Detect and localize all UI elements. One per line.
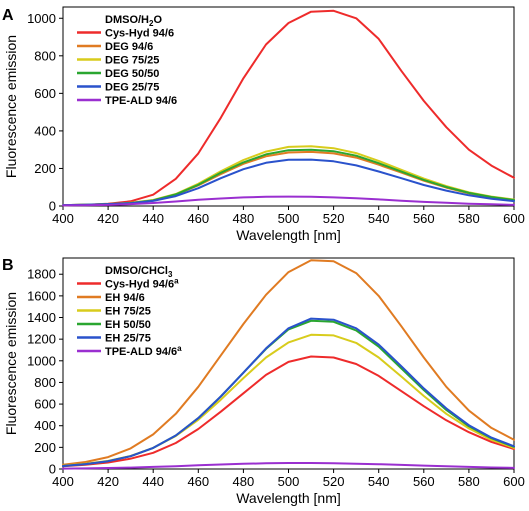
chart-panel-b: B 400 420 440 460 480 500 520 540 560 580 600 0 200 40… [2, 257, 525, 506]
series-line-4 [62, 158, 515, 207]
series-line-1 [62, 259, 515, 466]
chart-panel-a: A 400 420 440 460 480 500 520 540 560 580 600 0 200 40… [2, 6, 525, 243]
legend-label: Cys-Hyd 94/6a [105, 277, 179, 291]
y-tick-label: 600 [34, 397, 56, 412]
x-tick-label: 600 [503, 474, 525, 489]
y-tick-label: 400 [34, 123, 56, 138]
legend-label: DEG 50/50 [105, 68, 159, 80]
panel-label: A [2, 7, 14, 24]
x-tick-label: 580 [458, 211, 480, 226]
legend-label: DEG 25/75 [105, 82, 159, 94]
y-tick-label: 1000 [27, 11, 56, 26]
x-tick-label: 440 [142, 211, 164, 226]
y-axis-title: Fluorescence emission [3, 292, 19, 435]
x-tick-label: 580 [458, 474, 480, 489]
legend-label: EH 25/75 [105, 333, 151, 345]
y-tick-label: 0 [49, 462, 56, 477]
y-tick-label: 400 [34, 418, 56, 433]
y-tick-label: 600 [34, 86, 56, 101]
y-tick-label: 1200 [27, 332, 56, 347]
x-tick-label: 500 [278, 474, 300, 489]
y-tick-label: 1400 [27, 310, 56, 325]
y-tick-label: 1600 [27, 288, 56, 303]
x-tick-label: 560 [413, 474, 435, 489]
x-tick-label: 560 [413, 211, 435, 226]
legend-label: TPE-ALD 94/6 [105, 95, 177, 107]
legend-label: EH 50/50 [105, 319, 151, 331]
x-tick-label: 520 [323, 474, 345, 489]
y-tick-label: 200 [34, 440, 56, 455]
y-tick-label: 0 [49, 199, 56, 214]
legend-label: TPE-ALD 94/6a [105, 344, 182, 358]
x-tick-label: 400 [52, 211, 74, 226]
legend-title: DMSO/H2O [105, 14, 162, 28]
legend-label: Cys-Hyd 94/6 [105, 28, 174, 40]
x-axis-title: Wavelength [nm] [236, 490, 341, 506]
x-tick-label: 420 [97, 474, 119, 489]
x-tick-label: 480 [233, 474, 255, 489]
y-tick-label: 200 [34, 161, 56, 176]
series-line-4 [62, 317, 515, 467]
x-tick-label: 600 [503, 211, 525, 226]
series-line-0 [62, 355, 515, 468]
x-tick-label: 460 [187, 211, 209, 226]
x-tick-label: 400 [52, 474, 74, 489]
x-tick-label: 420 [97, 211, 119, 226]
y-tick-label: 1800 [27, 267, 56, 282]
y-tick-label: 800 [34, 375, 56, 390]
series-line-5 [62, 462, 515, 470]
legend-label: DEG 75/25 [105, 55, 159, 67]
x-tick-label: 440 [142, 474, 164, 489]
series-line-0 [62, 9, 515, 207]
legend-label: DEG 94/6 [105, 41, 153, 53]
x-tick-label: 480 [233, 211, 255, 226]
panel-label: B [2, 257, 14, 274]
y-tick-label: 800 [34, 48, 56, 63]
x-tick-label: 540 [368, 474, 390, 489]
legend-label: EH 75/25 [105, 306, 151, 318]
x-tick-label: 500 [278, 211, 300, 226]
x-tick-label: 540 [368, 211, 390, 226]
y-axis-title: Fluorescence emission [3, 35, 19, 178]
legend-label: EH 94/6 [105, 292, 145, 304]
x-tick-label: 460 [187, 474, 209, 489]
x-axis-title: Wavelength [nm] [236, 227, 341, 243]
y-tick-label: 1000 [27, 353, 56, 368]
legend-title: DMSO/CHCl3 [105, 265, 173, 279]
series-line-5 [62, 195, 515, 207]
x-tick-label: 520 [323, 211, 345, 226]
